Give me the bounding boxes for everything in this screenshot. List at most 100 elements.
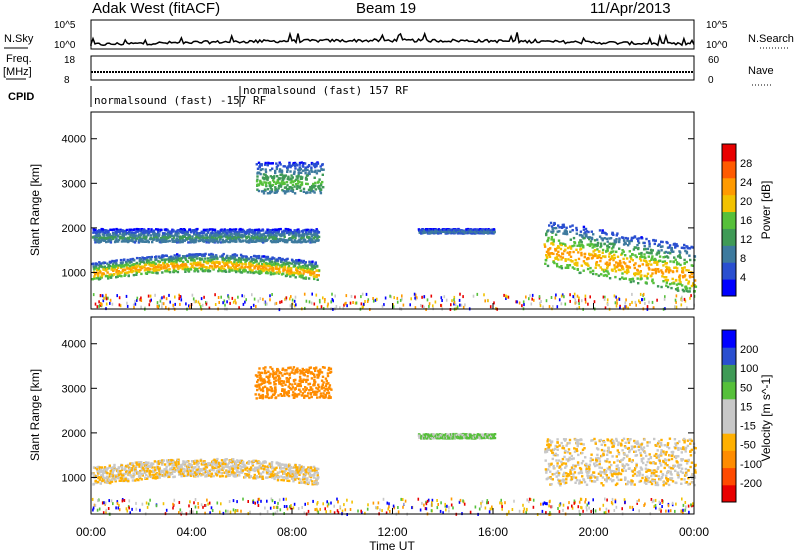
data-cell: [179, 468, 183, 471]
data-cell: [606, 247, 609, 250]
data-cell: [206, 470, 209, 473]
data-cell: [685, 250, 689, 254]
data-cell: [612, 233, 615, 236]
noise-cell: [161, 305, 163, 309]
data-cell: [571, 244, 574, 248]
data-cell: [256, 266, 260, 269]
data-cell: [170, 255, 173, 258]
data-cell: [314, 262, 317, 265]
data-cell: [440, 230, 444, 233]
data-cell: [135, 463, 139, 466]
data-cell: [225, 238, 228, 242]
data-cell: [112, 266, 115, 269]
noise-cell: [414, 293, 417, 297]
data-cell: [194, 268, 198, 271]
data-cell: [203, 265, 206, 269]
data-cell: [300, 274, 303, 278]
data-cell: [193, 471, 197, 474]
data-cell: [271, 269, 274, 272]
noise-cell: [354, 295, 356, 299]
data-cell: [228, 234, 232, 237]
noise-cell: [316, 305, 319, 309]
data-cell: [250, 256, 253, 259]
data-cell: [115, 262, 118, 265]
data-cell: [251, 232, 255, 235]
data-cell: [569, 259, 572, 262]
data-cell: [310, 239, 314, 242]
data-cell: [265, 268, 268, 271]
noise-cell: [414, 296, 416, 300]
data-cell: [290, 262, 294, 265]
data-cell: [266, 176, 270, 179]
data-cell: [652, 268, 656, 272]
data-cell: [297, 231, 301, 234]
data-cell: [248, 230, 251, 234]
nave-label: Nave: [748, 65, 774, 77]
data-cell: [247, 462, 250, 465]
data-cell: [276, 189, 279, 192]
data-cell: [112, 477, 115, 480]
data-cell: [241, 239, 245, 242]
data-cell: [128, 472, 131, 475]
noise-cell: [518, 301, 521, 305]
data-cell: [194, 263, 198, 267]
data-cell: [674, 288, 678, 291]
data-cell: [682, 276, 685, 279]
data-cell: [182, 235, 185, 238]
noise-cell: [364, 300, 366, 303]
data-cell: [213, 458, 216, 461]
data-cell: [644, 260, 648, 263]
data-cell: [240, 470, 243, 474]
data-cell: [293, 170, 296, 173]
noise-cell: [573, 296, 576, 299]
data-cell: [205, 475, 208, 478]
noise-cell: [257, 299, 260, 303]
data-cell: [655, 261, 658, 264]
data-cell: [178, 473, 181, 476]
data-cell: [167, 260, 171, 263]
data-cell: [257, 466, 260, 469]
data-cell: [282, 261, 285, 265]
data-cell: [181, 240, 184, 244]
data-cell: [688, 274, 692, 278]
noise-cell: [548, 305, 551, 309]
data-cell: [583, 253, 586, 256]
data-cell: [155, 472, 159, 475]
noise-cell: [464, 303, 466, 307]
data-cell: [314, 275, 317, 278]
data-cell: [282, 239, 285, 242]
data-cell: [151, 240, 154, 244]
data-cell: [132, 231, 136, 235]
data-cell: [606, 240, 609, 243]
noise-cell: [460, 303, 463, 307]
data-cell: [105, 240, 108, 244]
data-cell: [550, 252, 553, 255]
data-cell: [613, 243, 616, 246]
data-cell: [636, 244, 639, 247]
data-cell: [293, 164, 297, 168]
data-cell: [194, 253, 197, 256]
data-cell: [191, 460, 194, 463]
data-cell: [197, 465, 200, 469]
data-cell: [316, 265, 319, 268]
data-cell: [277, 471, 280, 474]
data-cell: [230, 233, 233, 236]
data-cell: [158, 230, 162, 233]
data-cell: [292, 235, 295, 238]
data-cell: [280, 260, 283, 264]
data-cell: [217, 469, 220, 472]
data-cell: [550, 238, 553, 241]
data-cell: [106, 271, 109, 274]
data-cell: [303, 162, 307, 165]
noise-cell: [641, 298, 644, 302]
data-cell: [127, 479, 130, 483]
noise-cell: [179, 302, 181, 306]
data-cell: [300, 276, 303, 279]
data-cell: [681, 267, 684, 270]
data-cell: [105, 469, 108, 472]
data-cell: [93, 474, 96, 477]
data-cell: [622, 243, 626, 246]
data-cell: [115, 233, 118, 236]
data-cell: [235, 231, 238, 234]
data-cell: [147, 465, 150, 468]
